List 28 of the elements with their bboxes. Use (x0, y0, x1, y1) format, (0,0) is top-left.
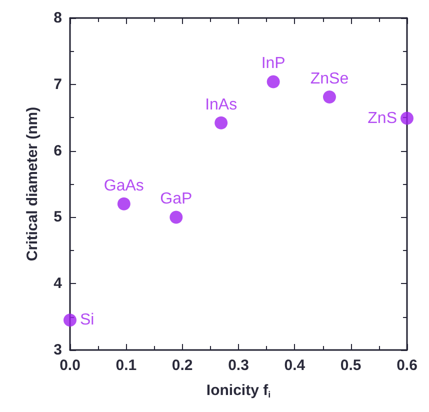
y-tick-label: 6 (54, 142, 62, 160)
x-tick-label: 0.5 (340, 357, 362, 374)
x-tick-label: 0.4 (284, 357, 306, 374)
x-tick-label: 0.6 (396, 357, 418, 374)
x-tick-label: 0.3 (228, 357, 249, 374)
y-tick-label: 3 (54, 342, 62, 358)
y-tick-label: 4 (54, 275, 63, 292)
point (400, 112, 414, 125)
point (117, 197, 130, 210)
y-tick-label: 5 (54, 208, 62, 226)
point (266, 75, 280, 88)
y-tick-label: 8 (54, 10, 62, 26)
annotation: InP (261, 55, 286, 72)
annotation: ZnS (368, 110, 397, 127)
x-tick-label: 0.2 (172, 357, 193, 374)
annotation: GaP (160, 190, 192, 208)
annotation: GaAs (104, 177, 144, 194)
x-tick-label: 0.1 (116, 357, 137, 374)
annotation: ZnSe (310, 70, 349, 88)
point (170, 210, 183, 224)
annotation: InAs (205, 96, 238, 114)
y-tick-label: 7 (54, 76, 62, 93)
point (214, 116, 228, 130)
point (323, 90, 336, 104)
point (64, 314, 76, 327)
y-axis-title: Critical diameter (nm) (24, 106, 41, 262)
annotation: Si (80, 312, 94, 329)
x-tick-label: 0.0 (60, 357, 80, 374)
